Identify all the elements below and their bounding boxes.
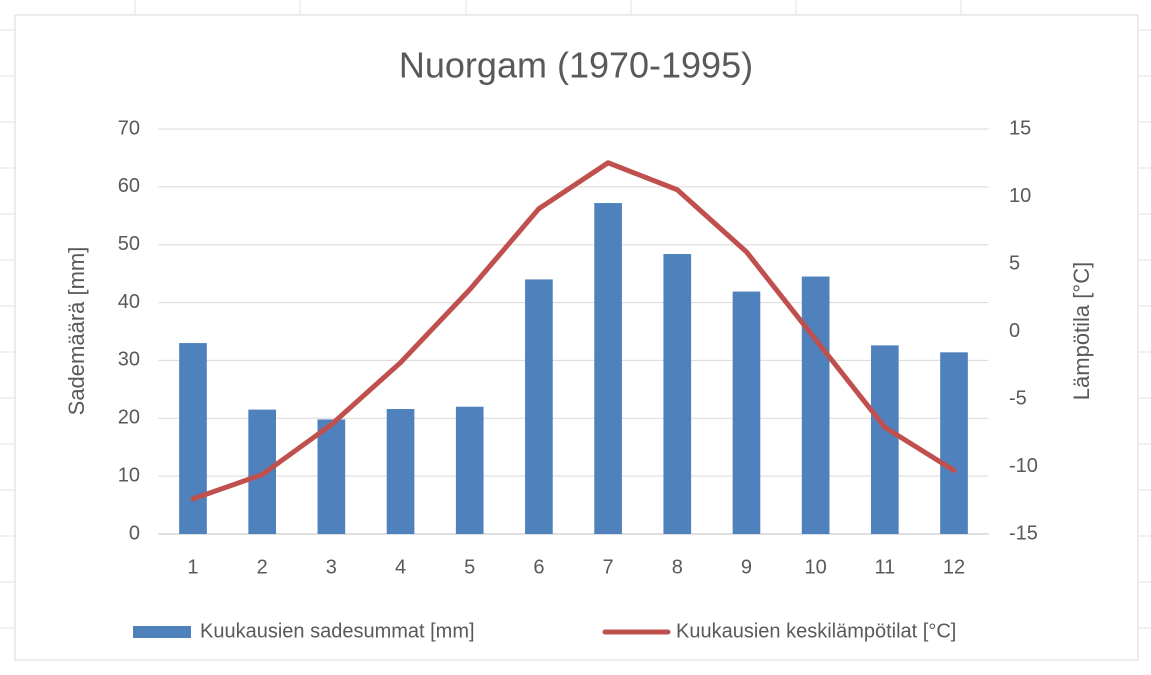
y-tick-label: 20 [118,407,140,429]
y-tick-label: 50 [118,233,140,255]
legend-swatch [133,626,191,638]
y-tick-label: 10 [118,464,140,486]
y2-tick-label: 15 [1009,117,1031,139]
x-tick-label: 5 [464,556,475,578]
x-tick-label: 6 [533,556,544,578]
sheet-background [0,0,1151,629]
x-tick-label: 7 [603,556,614,578]
bar [525,279,553,534]
y2-tick-label: -15 [1009,522,1038,544]
bar [870,345,899,534]
bar [801,276,830,534]
y2-tick-label: 10 [1009,185,1031,207]
bar [594,203,622,535]
x-tick-label: 8 [672,556,683,578]
legend-label: Kuukausien keskilämpötilat [°C] [676,620,956,642]
bar [317,419,346,534]
x-tick-label: 9 [741,556,752,578]
chart-title: Nuorgam (1970-1995) [399,45,753,86]
y2-tick-label: -5 [1009,387,1027,409]
x-tick-label: 10 [805,556,827,578]
y-tick-label: 30 [118,349,140,371]
y2-tick-label: 5 [1009,252,1020,274]
y-tick-label: 70 [118,117,140,139]
bar [455,406,484,534]
chart-area [14,14,1139,661]
x-tick-label: 12 [943,556,965,578]
y2-axis-title: Lämpötila [°C] [1069,262,1094,400]
y-tick-label: 0 [129,522,140,544]
bar [179,343,207,534]
bar [732,291,761,534]
x-tick-label: 3 [326,556,337,578]
line [190,160,957,502]
y2-tick-label: 0 [1009,320,1020,342]
legend-label: Kuukausien sadesummat [mm] [200,620,475,642]
x-tick-label: 1 [187,556,198,578]
bar [386,409,415,534]
y2-tick-label: -10 [1009,455,1038,477]
x-tick-label: 4 [395,556,406,578]
y-tick-label: 60 [118,175,140,197]
x-tick-label: 2 [257,556,268,578]
bar [663,253,692,534]
x-tick-label: 11 [874,556,895,578]
y-axis-title: Sademäärä [mm] [64,247,89,416]
bar [940,352,968,534]
y-tick-label: 40 [118,291,140,313]
